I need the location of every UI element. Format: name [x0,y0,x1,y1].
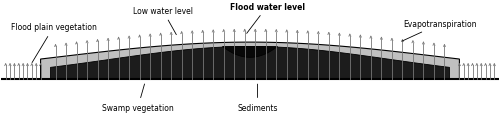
Text: Flood plain vegetation: Flood plain vegetation [10,23,96,63]
Polygon shape [50,47,450,79]
Text: Evapotranspiration: Evapotranspiration [402,20,477,42]
Polygon shape [40,43,460,79]
Text: Flood water level: Flood water level [230,3,305,34]
Polygon shape [222,47,278,58]
Text: Low water level: Low water level [132,7,192,35]
Text: Swamp vegetation: Swamp vegetation [102,84,174,112]
Text: Sediments: Sediments [237,84,278,112]
